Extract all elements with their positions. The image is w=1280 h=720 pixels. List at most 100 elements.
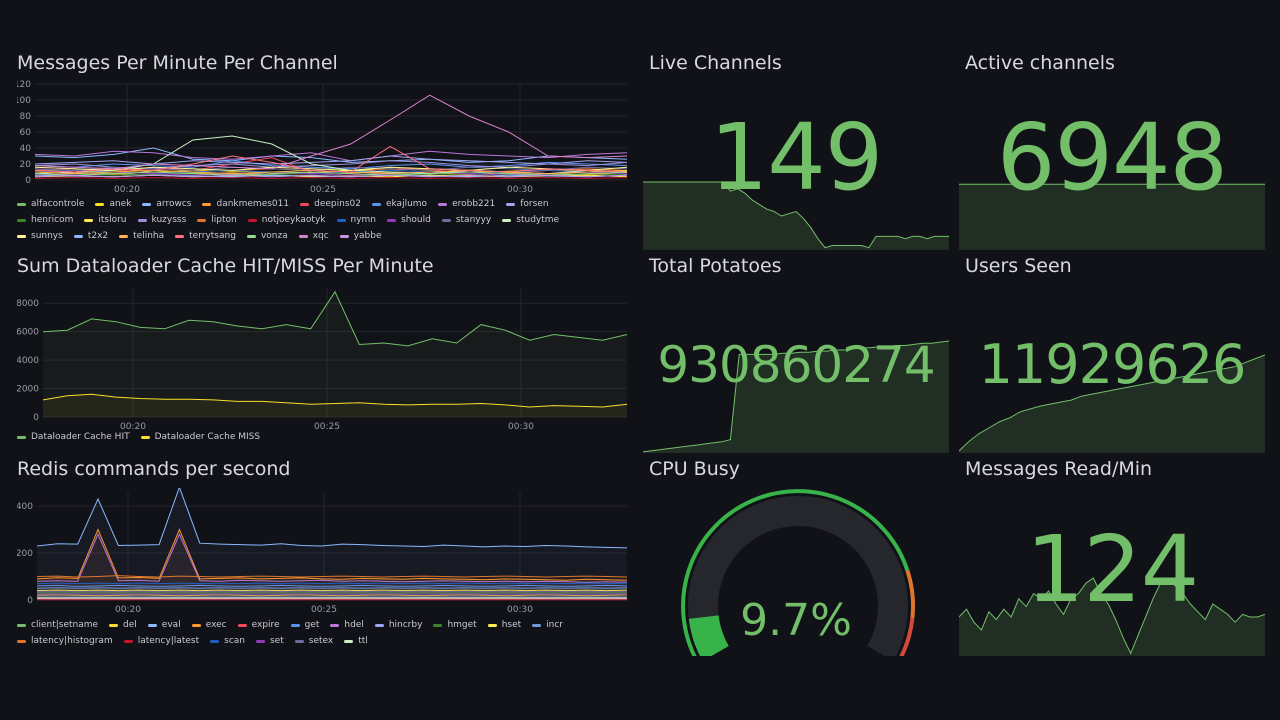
y-tick-label: 0	[27, 596, 33, 606]
dataloader-chart[interactable]: 0 2000 4000 6000 8000 00:20 00:25 00:30	[17, 285, 629, 437]
legend-item[interactable]: itsloru	[84, 212, 127, 228]
series-line[interactable]	[36, 594, 628, 597]
legend-item[interactable]: vonza	[246, 228, 288, 244]
legend-item[interactable]: forsen	[506, 196, 549, 212]
legend-item[interactable]: alfacontrole	[17, 196, 84, 212]
legend-item[interactable]: hincrby	[374, 617, 422, 633]
legend-item[interactable]: hmget	[433, 617, 477, 633]
x-tick-label: 00:25	[314, 422, 340, 432]
panel-title[interactable]: Messages Per Minute Per Channel	[17, 52, 338, 74]
legend-item[interactable]: henricom	[17, 212, 73, 228]
legend-item[interactable]: t2x2	[73, 228, 108, 244]
legend-item[interactable]: set	[255, 633, 284, 649]
series-line[interactable]	[36, 589, 628, 592]
legend-item[interactable]: ekajlumo	[371, 196, 427, 212]
legend-item[interactable]: kuzysss	[137, 212, 186, 228]
series-line[interactable]	[36, 582, 628, 585]
panel-title[interactable]: Sum Dataloader Cache HIT/MISS Per Minute	[17, 255, 434, 277]
panel-title[interactable]: CPU Busy	[649, 458, 740, 480]
legend-item[interactable]: setex	[294, 633, 333, 649]
legend-item[interactable]: erobb221	[438, 196, 495, 212]
legend-item[interactable]: dankmemes011	[202, 196, 289, 212]
series-area	[37, 529, 627, 600]
legend-item[interactable]: deepins02	[300, 196, 361, 212]
legend-label: itsloru	[98, 215, 127, 225]
series-line[interactable]	[42, 290, 628, 347]
panel-title[interactable]: Active channels	[965, 52, 1115, 74]
legend-item[interactable]: studytme	[502, 212, 559, 228]
legend-item[interactable]: exec	[191, 617, 227, 633]
series-line[interactable]	[34, 174, 628, 178]
y-tick-label: 80	[20, 112, 32, 122]
legend-swatch	[210, 639, 220, 643]
legend-item[interactable]: hset	[487, 617, 521, 633]
legend-item[interactable]: del	[109, 617, 137, 633]
series-line[interactable]	[34, 150, 628, 162]
legend-item[interactable]: arrowcs	[142, 196, 191, 212]
legend-item[interactable]: latency|histogram	[17, 633, 113, 649]
series-area	[43, 291, 627, 417]
series-line[interactable]	[36, 587, 628, 589]
series-line[interactable]	[36, 584, 628, 587]
legend-item[interactable]: lipton	[197, 212, 237, 228]
series-line[interactable]	[34, 171, 628, 176]
legend-item[interactable]: Dataloader Cache HIT	[17, 429, 130, 445]
legend-swatch	[84, 218, 94, 222]
legend-item[interactable]: scan	[210, 633, 245, 649]
series-line[interactable]	[36, 533, 628, 583]
legend-item[interactable]: xqc	[298, 228, 329, 244]
series-line[interactable]	[34, 145, 628, 173]
series-line[interactable]	[34, 94, 628, 170]
panel-title[interactable]: Live Channels	[649, 52, 782, 74]
series-line[interactable]	[34, 177, 628, 179]
series-line[interactable]	[34, 160, 628, 170]
legend-label: exec	[205, 620, 227, 630]
legend-item[interactable]: sunnys	[17, 228, 63, 244]
total-potatoes-value: 930860274	[657, 336, 935, 394]
total-potatoes-sparkline	[643, 340, 949, 453]
legend-swatch	[202, 202, 212, 206]
legend-item[interactable]: expire	[237, 617, 280, 633]
panel-title[interactable]: Messages Read/Min	[965, 458, 1153, 480]
legend-item[interactable]: Dataloader Cache MISS	[140, 429, 260, 445]
series-line[interactable]	[36, 575, 628, 578]
panel-title[interactable]: Users Seen	[965, 255, 1072, 277]
legend-label: latency|histogram	[31, 636, 113, 646]
panel-title[interactable]: Total Potatoes	[649, 255, 782, 277]
series-line[interactable]	[34, 155, 628, 165]
legend-item[interactable]: telinha	[119, 228, 164, 244]
panel-title[interactable]: Redis commands per second	[17, 458, 291, 480]
legend-item[interactable]: stanyyy	[441, 212, 491, 228]
legend-item[interactable]: anek	[95, 196, 131, 212]
legend-item[interactable]: eval	[147, 617, 181, 633]
legend-item[interactable]: notjoeykaotyk	[247, 212, 326, 228]
legend-item[interactable]: hdel	[330, 617, 364, 633]
series-line[interactable]	[36, 488, 628, 549]
legend-swatch	[300, 202, 310, 206]
series-line[interactable]	[42, 393, 628, 408]
legend-item[interactable]: client|setname	[17, 617, 98, 633]
redis-chart[interactable]: 0 200 400 00:20 00:25 00:30	[17, 488, 629, 618]
legend-label: henricom	[31, 215, 74, 225]
messages-per-minute-chart[interactable]: 0 20 40 60 80 100 120 00:20 00:25 00:30	[17, 80, 629, 196]
legend-item[interactable]: latency|latest	[123, 633, 199, 649]
sparkline-area	[959, 184, 1265, 250]
legend-item[interactable]: incr	[532, 617, 563, 633]
series-area	[37, 590, 627, 600]
series-line[interactable]	[34, 166, 628, 171]
legend-label: set	[269, 636, 284, 646]
legend-item[interactable]: terrytsang	[175, 228, 236, 244]
legend-item[interactable]: ttl	[344, 633, 368, 649]
series-line[interactable]	[34, 147, 628, 163]
gauge-track	[688, 496, 908, 656]
legend-swatch	[175, 234, 185, 238]
legend-item[interactable]: get	[290, 617, 319, 633]
legend-item[interactable]: should	[387, 212, 431, 228]
legend-item[interactable]: nymn	[336, 212, 376, 228]
legend-item[interactable]: yabbe	[339, 228, 382, 244]
series-line[interactable]	[34, 166, 628, 171]
series-line[interactable]	[36, 528, 628, 581]
x-tick-label: 00:25	[311, 605, 337, 615]
cpu-busy-value: 9.7%	[740, 595, 852, 646]
users-seen-sparkline	[959, 354, 1265, 453]
